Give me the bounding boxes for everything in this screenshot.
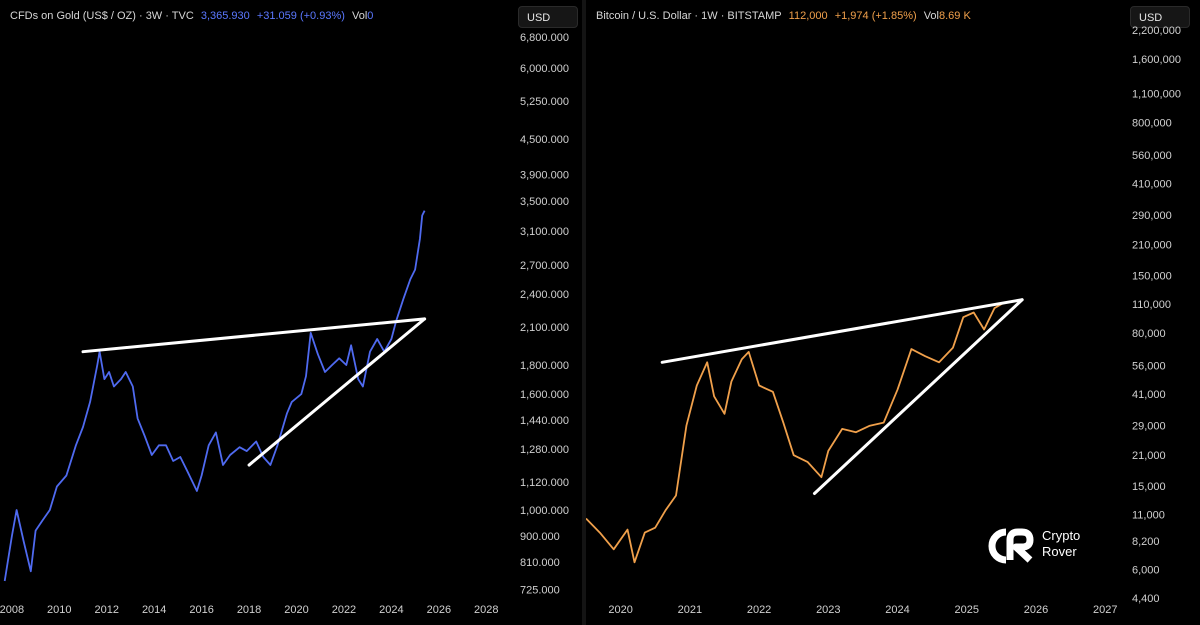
x-tick-label: 2026 [1024, 604, 1048, 616]
y-tick-label: 900.000 [520, 531, 560, 543]
bitcoin-chart-panel: Bitcoin / U.S. Dollar · 1W · BITSTAMP 11… [586, 0, 1200, 625]
volume-value: 0 [367, 10, 374, 22]
gold-chart-panel: CFDs on Gold (US$ / OZ) · 3W · TVC 3,365… [0, 0, 582, 625]
x-tick-label: 2010 [47, 604, 71, 616]
y-tick-label: 290,000 [1132, 210, 1172, 222]
volume-label-text: Vol [351, 10, 368, 22]
y-tick-label: 800,000 [1132, 117, 1172, 129]
y-tick-label: 80,000 [1132, 328, 1166, 340]
volume-label: Vol8.69 K [924, 10, 975, 22]
x-tick-label: 2021 [678, 604, 702, 616]
symbol-title[interactable]: CFDs on Gold (US$ / OZ) · 3W · TVC [10, 10, 194, 22]
logo-line-2: Rover [1042, 544, 1077, 559]
y-tick-label: 4,400 [1132, 593, 1160, 605]
y-tick-label: 6,000 [1132, 565, 1160, 577]
y-tick-label: 21,000 [1132, 450, 1166, 462]
volume-value: 8.69 K [939, 10, 971, 22]
y-tick-label: 725.000 [520, 584, 560, 596]
y-tick-label: 150,000 [1132, 270, 1172, 282]
gold-chart-header: CFDs on Gold (US$ / OZ) · 3W · TVC 3,365… [10, 10, 377, 22]
y-tick-label: 15,000 [1132, 481, 1166, 493]
price-series-line [3, 210, 426, 582]
trendline[interactable] [660, 298, 1024, 364]
y-tick-label: 1,280.000 [520, 444, 569, 456]
price-series-line [586, 301, 1006, 564]
y-tick-label: 2,400.000 [520, 289, 569, 301]
price-change: +1,974 (+1.85%) [834, 10, 917, 22]
bitcoin-chart-header: Bitcoin / U.S. Dollar · 1W · BITSTAMP 11… [596, 10, 975, 22]
currency-selector[interactable]: USD [518, 6, 578, 28]
y-tick-label: 1,000.000 [520, 505, 569, 517]
x-tick-label: 2022 [747, 604, 771, 616]
last-price: 3,365.930 [200, 10, 250, 22]
x-tick-label: 2012 [95, 604, 119, 616]
trendline[interactable] [247, 317, 427, 467]
y-tick-label: 2,100.000 [520, 322, 569, 334]
y-tick-label: 560,000 [1132, 150, 1172, 162]
y-tick-label: 56,000 [1132, 361, 1166, 373]
x-tick-label: 2008 [0, 604, 24, 616]
x-tick-label: 2026 [427, 604, 451, 616]
crypto-rover-logo-icon [988, 528, 1034, 564]
x-tick-label: 2024 [885, 604, 909, 616]
y-tick-label: 3,500.000 [520, 196, 569, 208]
y-tick-label: 810.000 [520, 557, 560, 569]
x-tick-label: 2016 [189, 604, 213, 616]
y-tick-label: 110,000 [1132, 299, 1171, 311]
volume-label: Vol0 [352, 10, 377, 22]
y-tick-label: 5,250.000 [520, 96, 569, 108]
currency-selector[interactable]: USD [1130, 6, 1190, 28]
symbol-title[interactable]: Bitcoin / U.S. Dollar · 1W · BITSTAMP [596, 10, 782, 22]
crypto-rover-logo: Crypto Rover [986, 526, 1106, 566]
y-tick-label: 210,000 [1132, 240, 1172, 252]
x-tick-label: 2027 [1093, 604, 1117, 616]
y-tick-label: 3,100.000 [520, 226, 569, 238]
y-tick-label: 1,440.000 [520, 415, 569, 427]
x-tick-label: 2023 [816, 604, 840, 616]
x-tick-label: 2020 [284, 604, 308, 616]
y-tick-label: 2,700.000 [520, 260, 569, 272]
y-tick-label: 1,100,000 [1132, 88, 1181, 100]
x-tick-label: 2028 [474, 604, 498, 616]
y-tick-label: 1,600,000 [1132, 54, 1181, 66]
x-tick-label: 2020 [608, 604, 632, 616]
x-tick-label: 2018 [237, 604, 261, 616]
x-tick-label: 2024 [379, 604, 403, 616]
logo-line-1: Crypto [1042, 528, 1081, 543]
last-price: 112,000 [788, 10, 828, 22]
y-tick-label: 1,800.000 [520, 360, 569, 372]
y-tick-label: 6,000.000 [520, 63, 569, 75]
y-tick-label: 1,120.000 [520, 477, 569, 489]
volume-label-text: Vol [923, 10, 939, 22]
y-tick-label: 11,000 [1132, 509, 1165, 521]
x-tick-label: 2022 [332, 604, 356, 616]
y-tick-label: 3,900.000 [520, 169, 569, 181]
y-tick-label: 41,000 [1132, 389, 1166, 401]
y-tick-label: 2,200,000 [1132, 25, 1181, 37]
y-tick-label: 4,500.000 [520, 134, 569, 146]
logo-wordmark: Crypto Rover [1042, 528, 1080, 560]
price-change: +31.059 (+0.93%) [256, 10, 345, 22]
panel-divider[interactable] [582, 0, 586, 625]
gold-price-chart[interactable]: 725.000 810.000 900.000 1,000.000 1,120.000 1… [0, 0, 582, 625]
bitcoin-price-chart[interactable]: 4,400 6,000 8,200 11,000 15,000 21,000 29,000 4… [586, 0, 1200, 625]
y-tick-label: 8,200 [1132, 536, 1160, 548]
x-tick-label: 2014 [142, 604, 166, 616]
y-tick-label: 6,800.000 [520, 32, 569, 44]
trendline[interactable] [812, 298, 1024, 496]
trendline[interactable] [81, 317, 427, 354]
y-tick-label: 1,600.000 [520, 389, 569, 401]
y-tick-label: 410,000 [1132, 179, 1172, 191]
x-tick-label: 2025 [955, 604, 979, 616]
y-tick-label: 29,000 [1132, 421, 1166, 433]
